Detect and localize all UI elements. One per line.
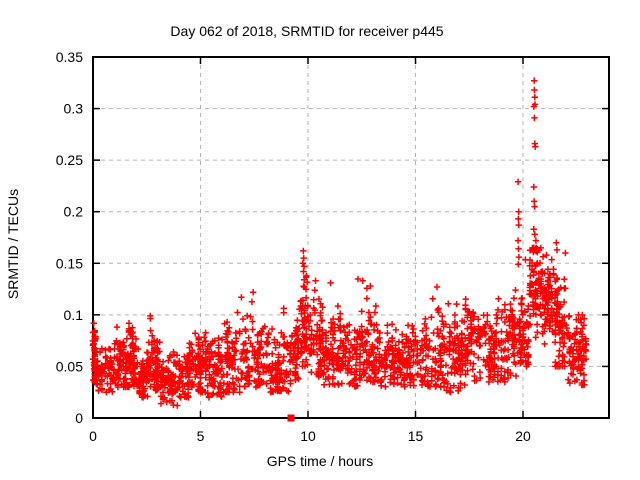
x-axis-label: GPS time / hours — [267, 453, 374, 469]
x-tick-labels: 0 5 10 15 20 — [89, 428, 531, 444]
y-tick-label: 0.15 — [56, 255, 83, 271]
x-tick-label: 0 — [89, 428, 97, 444]
plot-border — [92, 56, 610, 419]
chart-title: Day 062 of 2018, SRMTID for receiver p44… — [170, 23, 443, 39]
y-tick-label: 0.25 — [56, 152, 83, 168]
x-tick-label: 5 — [197, 428, 205, 444]
x-tick-label: 10 — [300, 428, 316, 444]
x-tick-label: 15 — [408, 428, 424, 444]
y-tick-label: 0.3 — [64, 101, 84, 117]
y-tick-label: 0.35 — [56, 49, 83, 65]
data-points — [89, 77, 590, 409]
y-tick-label: 0.05 — [56, 358, 83, 374]
flag-marker — [287, 414, 295, 422]
x-tick-label: 20 — [515, 428, 531, 444]
y-tick-label: 0.2 — [64, 204, 84, 220]
y-axis-label: SRMTID / TECUs — [5, 189, 21, 299]
y-tick-label: 0 — [75, 410, 83, 426]
flag-square-marker — [287, 414, 295, 422]
y-tick-label: 0.1 — [64, 307, 84, 323]
y-tick-labels: 0 0.05 0.1 0.15 0.2 0.25 0.3 0.35 — [56, 49, 83, 426]
scatter-plus-markers — [89, 77, 590, 409]
